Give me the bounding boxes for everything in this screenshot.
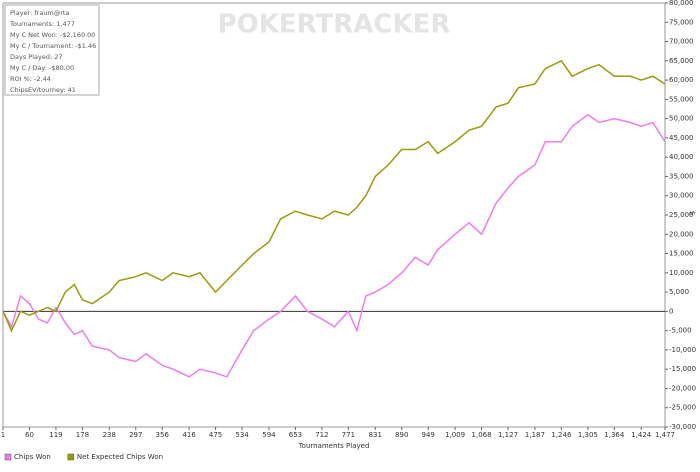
legend-swatch [4, 453, 12, 461]
y-tick-label: 30,000 [669, 192, 694, 200]
stat-line: My C Net Won: -$2,160.00 [10, 31, 95, 39]
x-tick-label: 119 [49, 431, 62, 439]
y-tick-label: 70,000 [669, 38, 694, 46]
legend-label: Net Expected Chips Won [77, 453, 163, 461]
x-tick-label: 238 [103, 431, 116, 439]
x-tick-label: 1,127 [498, 431, 518, 439]
x-tick-label: 1 [1, 431, 5, 439]
stat-line: Tournaments: 1,477 [9, 20, 75, 28]
y-tick-label: 80,000 [669, 0, 694, 7]
y-tick-label: -15,000 [669, 365, 696, 373]
stats-box [4, 4, 100, 96]
x-tick-label: 1,424 [631, 431, 652, 439]
series-line [2, 59, 666, 333]
y-tick-label: 35,000 [669, 172, 694, 180]
y-tick-label: 20,000 [669, 230, 694, 238]
stat-line: Player: fraum@rta [10, 9, 69, 17]
y-tick-label: -25,000 [669, 404, 696, 412]
legend-label: Chips Won [14, 453, 51, 461]
y-tick-label: 65,000 [669, 57, 694, 65]
x-tick-label: 653 [289, 431, 302, 439]
y-axis-title: $ [688, 211, 696, 215]
y-tick-label: -5,000 [669, 327, 692, 335]
x-tick-label: 594 [262, 431, 276, 439]
x-tick-label: 60 [25, 431, 34, 439]
x-tick-label: 1,246 [551, 431, 572, 439]
stat-line: My C / Day: -$80.00 [10, 64, 74, 72]
x-tick-label: 890 [395, 431, 408, 439]
y-tick-label: 50,000 [669, 115, 694, 123]
x-tick-label: 1,187 [525, 431, 545, 439]
y-tick-label: 5,000 [669, 288, 689, 296]
y-tick-label: -30,000 [669, 423, 696, 431]
x-tick-label: 949 [421, 431, 434, 439]
x-tick-label: 771 [342, 431, 355, 439]
y-tick-label: 25,000 [669, 211, 694, 219]
y-tick-label: 60,000 [669, 76, 694, 84]
y-tick-label: -20,000 [669, 384, 696, 392]
y-tick-label: -10,000 [669, 346, 696, 354]
y-tick-label: 55,000 [669, 95, 694, 103]
series-line [2, 113, 666, 378]
x-axis-title: Tournaments Played [298, 442, 370, 450]
x-tick-label: 1,068 [472, 431, 492, 439]
stat-line: ChipsEV/tourney: 41 [10, 86, 76, 94]
legend-swatch [67, 453, 75, 461]
x-tick-label: 1,364 [604, 431, 625, 439]
x-tick-label: 1,477 [655, 431, 675, 439]
y-tick-label: 0 [669, 307, 673, 315]
stat-line: ROI %: -2.44 [10, 75, 51, 83]
x-tick-label: 297 [129, 431, 142, 439]
plot-area [2, 2, 666, 428]
x-tick-label: 1,009 [445, 431, 465, 439]
x-tick-label: 178 [76, 431, 89, 439]
watermark: POKERTRACKER [218, 10, 451, 40]
x-tick-label: 831 [369, 431, 382, 439]
x-tick-label: 356 [156, 431, 170, 439]
stat-line: Days Played: 27 [10, 53, 63, 61]
y-tick-label: 45,000 [669, 134, 694, 142]
y-tick-label: 40,000 [669, 153, 694, 161]
x-tick-label: 475 [209, 431, 222, 439]
x-tick-label: 534 [235, 431, 249, 439]
y-tick-label: 75,000 [669, 18, 694, 26]
x-tick-label: 416 [182, 431, 196, 439]
stat-line: My C / Tournament: -$1.46 [10, 42, 96, 50]
x-tick-label: 1,305 [578, 431, 598, 439]
y-tick-label: 15,000 [669, 250, 694, 258]
x-tick-label: 712 [315, 431, 328, 439]
y-tick-label: 10,000 [669, 269, 694, 277]
